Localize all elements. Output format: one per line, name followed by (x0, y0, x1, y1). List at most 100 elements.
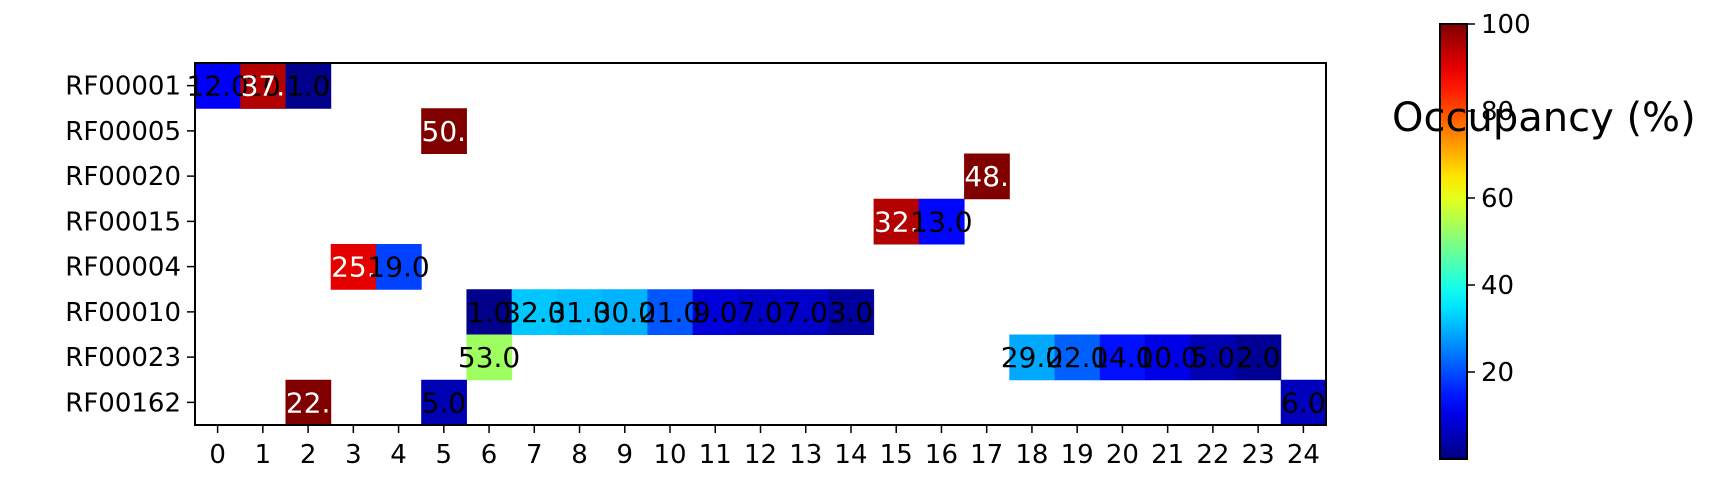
cell-value-label: 2.0 (1236, 341, 1281, 374)
x-tick-label: 1 (255, 440, 272, 470)
heatmap-cell (1099, 334, 1146, 381)
heatmap-cell (511, 289, 558, 335)
colorbar-tick-label: 40 (1481, 271, 1514, 301)
cell-value-label: 50. (422, 115, 467, 148)
cell-value-label: 32. (874, 205, 919, 238)
cell-value-label: 5.0 (1191, 341, 1236, 374)
heatmap-cell (602, 289, 648, 335)
cell-value-label: 14.0 (1091, 341, 1153, 374)
x-tick-label: 19 (1061, 440, 1094, 470)
colorbar-tick-label: 80 (1481, 97, 1514, 127)
x-tick-label: 21 (1151, 440, 1184, 470)
colorbar (1439, 23, 1468, 460)
cell-value-label: 22. (286, 386, 331, 419)
cell-value-label: 25. (331, 251, 376, 284)
colorbar-axis: 20 40 60 80 100 Occupancy (%) (1392, 10, 1696, 388)
heatmap-cell (1054, 334, 1101, 381)
heatmap-cells (195, 63, 1327, 426)
x-axis: 0 1 2 3 4 5 6 7 8 9 10 11 12 13 14 15 16 17 18 19 20 21 22 23 24 (209, 425, 1320, 470)
heatmap-cell (737, 289, 784, 335)
x-tick-label: 13 (789, 440, 822, 470)
x-tick-label: 22 (1196, 440, 1229, 470)
x-tick-label: 17 (970, 440, 1003, 470)
cell-value-label: 22.0 (1046, 341, 1108, 374)
x-tick-label: 9 (617, 440, 634, 470)
cell-value-label: 7.0 (783, 296, 828, 329)
cell-value-label: 10.0 (1136, 341, 1198, 374)
x-tick-label: 2 (300, 440, 317, 470)
x-tick-label: 15 (880, 440, 913, 470)
x-tick-label: 12 (744, 440, 777, 470)
y-tick-label: RF00020 (65, 162, 181, 192)
x-tick-label: 8 (571, 440, 588, 470)
y-tick-label: RF00023 (65, 343, 181, 373)
heatmap-cell (466, 334, 513, 381)
cell-value-label: 31.0 (548, 296, 610, 329)
colorbar-label: Occupancy (%) (1392, 95, 1696, 141)
cell-value-label: 5.0 (422, 386, 467, 419)
cell-value-label: 19.0 (367, 251, 429, 284)
heatmap-cell (692, 289, 739, 335)
cell-value-label: 30.0 (594, 296, 656, 329)
cell-value-label: 21.0 (639, 296, 701, 329)
x-tick-label: 10 (653, 440, 686, 470)
x-tick-label: 23 (1242, 440, 1275, 470)
y-tick-label: RF00162 (65, 388, 181, 418)
cell-value-label: 29.0 (1001, 341, 1063, 374)
heatmap-cell (375, 244, 422, 290)
x-tick-label: 5 (436, 440, 453, 470)
x-tick-label: 24 (1287, 440, 1320, 470)
y-axis: RF00001 RF00005 RF00020 RF00015 RF00004 RF000… (65, 72, 195, 418)
y-tick-label: RF00010 (65, 298, 181, 328)
heatmap-cell (1280, 379, 1327, 426)
x-tick-label: 16 (925, 440, 958, 470)
heatmap-cell (1190, 334, 1237, 381)
cell-value-label: 12.0 (186, 70, 248, 103)
cell-value-label: 48. (964, 160, 1009, 193)
heatmap-cell (873, 198, 920, 245)
heatmap-cell (421, 379, 467, 426)
heatmap-cell (556, 289, 603, 335)
x-tick-label: 3 (345, 440, 362, 470)
cell-value-label: 3.0 (829, 296, 874, 329)
colorbar-tick-label: 60 (1481, 184, 1514, 214)
x-tick-label: 18 (1015, 440, 1048, 470)
y-tick-label: RF00004 (65, 253, 181, 283)
heatmap-cell (647, 289, 694, 335)
x-tick-label: 4 (390, 440, 407, 470)
heatmap-cell (964, 153, 1010, 200)
x-tick-label: 11 (699, 440, 732, 470)
cell-value-label: 53.0 (458, 341, 520, 374)
cell-value-label: 9.0 (693, 296, 738, 329)
y-tick-label: RF00001 (65, 72, 181, 102)
cell-value-label: 37. (241, 70, 286, 103)
x-tick-label: 0 (209, 440, 226, 470)
heatmap-cell (1009, 334, 1056, 381)
cell-value-label: 1.0 (286, 70, 331, 103)
cell-value-label: 13.0 (910, 205, 972, 238)
colorbar-tick-label: 100 (1481, 10, 1531, 40)
x-tick-label: 20 (1106, 440, 1139, 470)
heatmap-cell (240, 63, 286, 109)
x-tick-label: 14 (834, 440, 867, 470)
cell-value-label: 1.0 (467, 296, 512, 329)
cell-value-label: 10 (245, 70, 281, 103)
colorbar-tick-label: 20 (1481, 358, 1514, 388)
heatmap-cell (195, 63, 241, 109)
x-tick-label: 6 (481, 440, 498, 470)
heatmap-cell (285, 63, 332, 109)
heatmap-cell (1235, 334, 1282, 381)
x-tick-label: 7 (526, 440, 543, 470)
heatmap-cell (466, 289, 513, 335)
heatmap-cell (828, 289, 875, 335)
heatmap-cell (330, 244, 377, 290)
cell-value-label: 32.0 (503, 296, 565, 329)
y-tick-label: RF00015 (65, 207, 181, 237)
heatmap-cell (918, 198, 965, 245)
heatmap-cell (285, 379, 332, 426)
cell-value-label: 7.0 (738, 296, 783, 329)
heatmap-cell (783, 289, 829, 335)
y-tick-label: RF00005 (65, 117, 181, 147)
